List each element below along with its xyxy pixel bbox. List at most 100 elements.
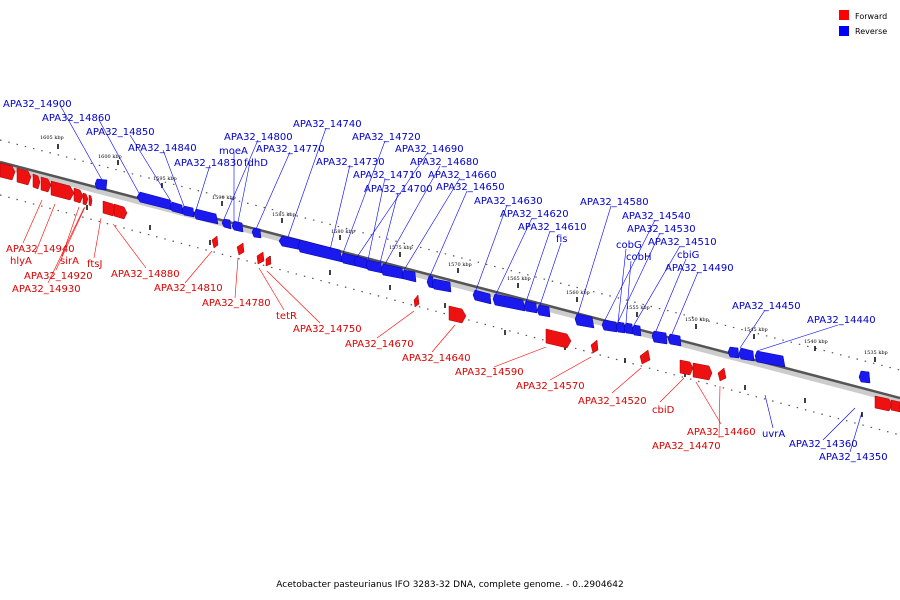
gene-label[interactable]: APA32_14620 [500, 209, 569, 220]
gene-label[interactable]: APA32_14900 [3, 99, 72, 110]
gene-label[interactable]: APA32_14880 [111, 269, 180, 280]
gene-reverse[interactable] [623, 322, 634, 335]
gene-forward[interactable] [890, 399, 900, 413]
gene-reverse[interactable] [231, 220, 244, 233]
gene-forward[interactable] [113, 203, 128, 220]
gene-forward[interactable] [448, 305, 467, 324]
gene-forward[interactable] [679, 359, 694, 376]
gene-forward[interactable] [413, 294, 420, 308]
gene-label[interactable]: APA32_14680 [410, 157, 479, 168]
gene-label[interactable]: APA32_14540 [622, 211, 691, 222]
gene-reverse[interactable] [727, 346, 740, 359]
gene-label[interactable]: APA32_14770 [256, 144, 325, 155]
gene-forward[interactable] [82, 192, 89, 206]
gene-label[interactable]: APA32_14660 [428, 170, 497, 181]
gene-forward[interactable] [692, 362, 713, 381]
gene-reverse[interactable] [169, 201, 184, 215]
gene-forward[interactable] [88, 194, 93, 207]
gene-reverse[interactable] [426, 275, 434, 289]
gene-reverse[interactable] [472, 289, 492, 305]
gene-forward[interactable] [102, 200, 116, 217]
gene-reverse[interactable] [651, 330, 668, 345]
gene-reverse[interactable] [738, 347, 755, 362]
gene-label[interactable]: APA32_14810 [154, 283, 223, 294]
gene-reverse[interactable] [536, 304, 551, 318]
gene-label[interactable]: APA32_14470 [652, 441, 721, 452]
gene-label[interactable]: APA32_14800 [224, 132, 293, 143]
gene-reverse[interactable] [858, 370, 871, 384]
gene-reverse[interactable] [136, 191, 173, 211]
gene-reverse[interactable] [574, 313, 595, 329]
gene-label[interactable]: APA32_14710 [353, 170, 422, 181]
gene-label[interactable]: APA32_14440 [807, 315, 876, 326]
gene-label[interactable]: APA32_14920 [24, 271, 93, 282]
gene-forward[interactable] [236, 242, 245, 256]
gene-label[interactable]: fdhD [244, 158, 268, 169]
gene-reverse[interactable] [492, 293, 526, 312]
gene-reverse[interactable] [181, 205, 195, 218]
gene-reverse[interactable] [601, 319, 618, 333]
gene-reverse[interactable] [221, 218, 232, 230]
gene-label[interactable]: APA32_14510 [648, 237, 717, 248]
gene-label[interactable]: APA32_14460 [687, 427, 756, 438]
gene-label[interactable]: cbiG [677, 250, 699, 261]
gene-label[interactable]: cobH [626, 252, 651, 263]
gene-reverse[interactable] [278, 235, 303, 251]
gene-forward[interactable] [590, 339, 599, 354]
gene-forward[interactable] [40, 176, 52, 193]
gene-label[interactable]: APA32_14940 [6, 244, 75, 255]
gene-label[interactable]: hlyA [10, 256, 32, 267]
gene-label[interactable]: uvrA [762, 429, 785, 440]
gene-label[interactable]: APA32_14640 [402, 353, 471, 364]
gene-label[interactable]: APA32_14350 [819, 452, 888, 463]
gene-label[interactable]: APA32_14610 [518, 222, 587, 233]
gene-forward[interactable] [73, 187, 84, 204]
gene-label[interactable]: APA32_14630 [474, 196, 543, 207]
gene-label[interactable]: APA32_14590 [455, 367, 524, 378]
gene-label[interactable]: APA32_14650 [436, 182, 505, 193]
gene-label[interactable]: APA32_14690 [395, 144, 464, 155]
gene-label[interactable]: APA32_14490 [665, 263, 734, 274]
gene-label[interactable]: moeA [219, 146, 248, 157]
gene-label[interactable]: APA32_14730 [316, 157, 385, 168]
gene-reverse[interactable] [631, 324, 642, 337]
gene-forward[interactable] [32, 173, 41, 190]
gene-forward[interactable] [717, 367, 727, 382]
gene-forward[interactable] [50, 180, 75, 201]
gene-label[interactable]: APA32_14580 [580, 197, 649, 208]
gene-reverse[interactable] [615, 321, 626, 334]
gene-label[interactable]: sirA [60, 256, 79, 267]
gene-label[interactable]: APA32_14450 [732, 301, 801, 312]
gene-label[interactable]: tetR [276, 311, 297, 322]
gene-forward[interactable] [545, 328, 572, 349]
gene-label[interactable]: APA32_14830 [174, 158, 243, 169]
gene-label[interactable]: APA32_14740 [293, 119, 362, 130]
gene-label[interactable]: APA32_14530 [627, 224, 696, 235]
gene-forward[interactable] [211, 235, 219, 249]
gene-reverse[interactable] [380, 263, 405, 280]
gene-forward[interactable] [874, 395, 893, 412]
gene-reverse[interactable] [251, 227, 262, 239]
gene-label[interactable]: APA32_14360 [789, 439, 858, 450]
gene-label[interactable]: APA32_14520 [578, 396, 647, 407]
gene-forward[interactable] [0, 162, 16, 181]
gene-reverse[interactable] [523, 300, 538, 314]
gene-reverse[interactable] [353, 255, 369, 270]
gene-label[interactable]: APA32_14720 [352, 132, 421, 143]
gene-label[interactable]: ftsJ [87, 259, 102, 270]
gene-label[interactable]: APA32_14930 [12, 284, 81, 295]
gene-reverse[interactable] [431, 278, 452, 293]
gene-reverse[interactable] [193, 208, 219, 225]
gene-reverse[interactable] [365, 259, 383, 274]
gene-reverse[interactable] [667, 333, 682, 347]
gene-reverse[interactable] [754, 350, 786, 368]
gene-label[interactable]: cbiD [652, 405, 675, 416]
gene-forward[interactable] [256, 251, 265, 265]
gene-label[interactable]: APA32_14670 [345, 339, 414, 350]
gene-label[interactable]: APA32_14780 [202, 298, 271, 309]
gene-forward[interactable] [16, 167, 32, 186]
gene-reverse[interactable] [297, 239, 343, 263]
gene-label[interactable]: APA32_14840 [128, 143, 197, 154]
gene-reverse[interactable] [94, 178, 108, 191]
gene-reverse[interactable] [401, 269, 417, 283]
